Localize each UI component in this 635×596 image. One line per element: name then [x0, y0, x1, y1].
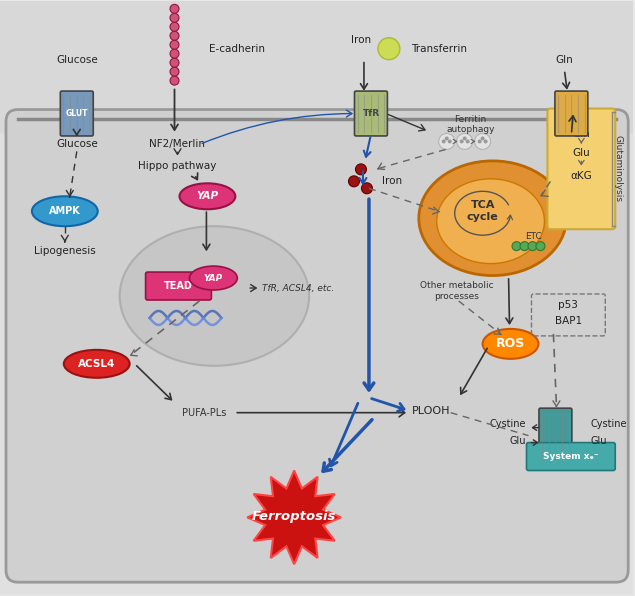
Text: TfR, ACSL4, etc.: TfR, ACSL4, etc. [262, 284, 335, 293]
Text: NF2/Merlin: NF2/Merlin [149, 139, 206, 150]
Text: Lipogenesis: Lipogenesis [34, 246, 96, 256]
Circle shape [536, 241, 545, 251]
Ellipse shape [64, 350, 130, 378]
Circle shape [378, 38, 400, 60]
Circle shape [478, 139, 481, 144]
FancyBboxPatch shape [547, 108, 615, 229]
Ellipse shape [119, 226, 309, 366]
FancyBboxPatch shape [0, 0, 635, 134]
Circle shape [512, 241, 521, 251]
Text: Iron: Iron [351, 35, 371, 45]
Circle shape [528, 241, 537, 251]
Ellipse shape [437, 179, 544, 263]
Circle shape [520, 241, 529, 251]
Circle shape [170, 22, 179, 31]
Text: Cystine: Cystine [591, 418, 627, 429]
Circle shape [170, 4, 179, 13]
Circle shape [356, 164, 366, 175]
FancyBboxPatch shape [555, 91, 588, 136]
Circle shape [448, 139, 451, 144]
Circle shape [439, 134, 455, 150]
Circle shape [463, 136, 467, 141]
Text: Glu: Glu [591, 436, 607, 446]
Text: Iron: Iron [382, 176, 402, 187]
Text: E-cadherin: E-cadherin [210, 44, 265, 54]
Circle shape [170, 41, 179, 49]
Text: Ferritin
autophagy: Ferritin autophagy [446, 115, 495, 134]
Circle shape [170, 67, 179, 76]
Circle shape [465, 139, 470, 144]
Text: Gln: Gln [573, 129, 590, 139]
Text: AMPK: AMPK [49, 206, 81, 216]
Circle shape [361, 183, 373, 194]
Text: ETC: ETC [525, 232, 542, 241]
Circle shape [170, 76, 179, 85]
Text: Glucose: Glucose [56, 139, 98, 150]
Text: TfR: TfR [363, 109, 380, 118]
Circle shape [484, 139, 488, 144]
Ellipse shape [180, 184, 236, 209]
Text: Ferroptosis: Ferroptosis [252, 510, 337, 523]
Polygon shape [247, 470, 341, 564]
Circle shape [444, 136, 449, 141]
Ellipse shape [189, 266, 237, 290]
Circle shape [170, 49, 179, 58]
Text: GLUT: GLUT [65, 109, 88, 118]
FancyBboxPatch shape [60, 91, 93, 136]
Text: YAP: YAP [204, 274, 223, 283]
Text: Glutaminolysis: Glutaminolysis [614, 135, 623, 202]
Text: BAP1: BAP1 [555, 316, 582, 326]
Text: Other metabolic
processes: Other metabolic processes [420, 281, 493, 301]
Ellipse shape [483, 329, 538, 359]
Text: PUFA-PLs: PUFA-PLs [182, 408, 227, 418]
Circle shape [170, 13, 179, 22]
Text: αKG: αKG [570, 171, 592, 181]
Circle shape [460, 139, 464, 144]
FancyBboxPatch shape [354, 91, 387, 136]
Text: Glu: Glu [573, 148, 590, 159]
Ellipse shape [419, 161, 566, 275]
Circle shape [481, 136, 485, 141]
Text: Gln: Gln [556, 55, 573, 65]
Text: System xₑ⁻: System xₑ⁻ [542, 452, 598, 461]
Circle shape [170, 31, 179, 41]
Text: Cystine: Cystine [489, 418, 526, 429]
Text: TEAD: TEAD [164, 281, 193, 291]
Text: Transferrin: Transferrin [411, 44, 467, 54]
Circle shape [349, 176, 359, 187]
Text: ROS: ROS [496, 337, 525, 350]
Circle shape [474, 134, 491, 150]
FancyBboxPatch shape [6, 110, 628, 582]
Text: PLOOH: PLOOH [411, 406, 450, 415]
Text: Hippo pathway: Hippo pathway [138, 162, 217, 172]
FancyBboxPatch shape [526, 443, 615, 470]
Text: p53: p53 [558, 300, 578, 310]
Text: ACSL4: ACSL4 [78, 359, 116, 369]
Ellipse shape [32, 196, 98, 226]
Circle shape [457, 134, 472, 150]
Text: Glucose: Glucose [56, 55, 98, 65]
FancyBboxPatch shape [145, 272, 211, 300]
Text: Glu: Glu [509, 436, 526, 446]
Text: YAP: YAP [196, 191, 218, 201]
Circle shape [442, 139, 446, 144]
Text: TCA
cycle: TCA cycle [467, 200, 498, 222]
FancyBboxPatch shape [539, 408, 572, 463]
Circle shape [170, 58, 179, 67]
